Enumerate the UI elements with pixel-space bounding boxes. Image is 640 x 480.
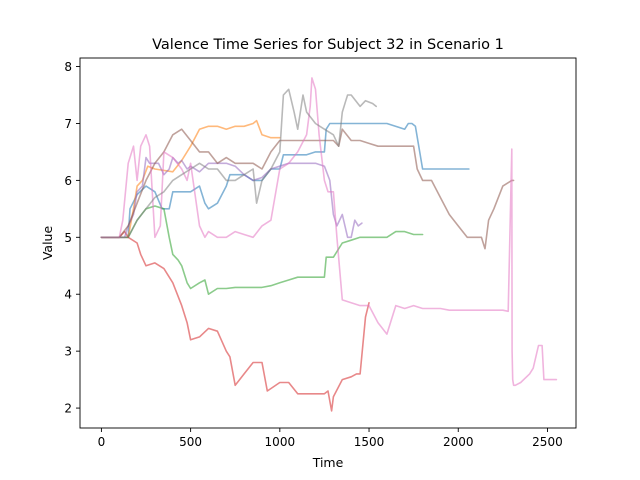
plot-frame (79, 57, 577, 429)
y-axis: 2 3 4 5 6 7 8 (64, 60, 80, 416)
series-line-8 (100, 88, 377, 239)
y-tick-label: 8 (64, 60, 72, 74)
series-line-5 (100, 156, 363, 239)
series-line-6 (100, 128, 515, 250)
x-axis: 0 500 1000 1500 2000 2500 (98, 428, 563, 449)
x-tick-label: 1500 (354, 435, 385, 449)
x-tick-label: 2000 (443, 435, 474, 449)
y-tick-label: 4 (64, 288, 72, 302)
chart-title: Valence Time Series for Subject 32 in Sc… (152, 37, 504, 53)
y-tick-label: 2 (64, 402, 72, 416)
x-axis-label: Time (312, 455, 344, 470)
y-tick-label: 6 (64, 174, 72, 188)
x-tick-label: 2500 (532, 435, 563, 449)
series-line-7 (100, 77, 558, 387)
y-tick-label: 5 (64, 231, 72, 245)
series-line-3 (100, 205, 424, 295)
x-tick-label: 0 (98, 435, 106, 449)
x-tick-label: 1000 (265, 435, 296, 449)
y-tick-label: 3 (64, 345, 72, 359)
series-line-2 (100, 119, 281, 239)
x-tick-label: 500 (179, 435, 202, 449)
y-tick-label: 7 (64, 117, 72, 131)
y-axis-label: Value (40, 226, 55, 261)
series-line-4 (100, 230, 370, 412)
series-layer (100, 77, 558, 412)
